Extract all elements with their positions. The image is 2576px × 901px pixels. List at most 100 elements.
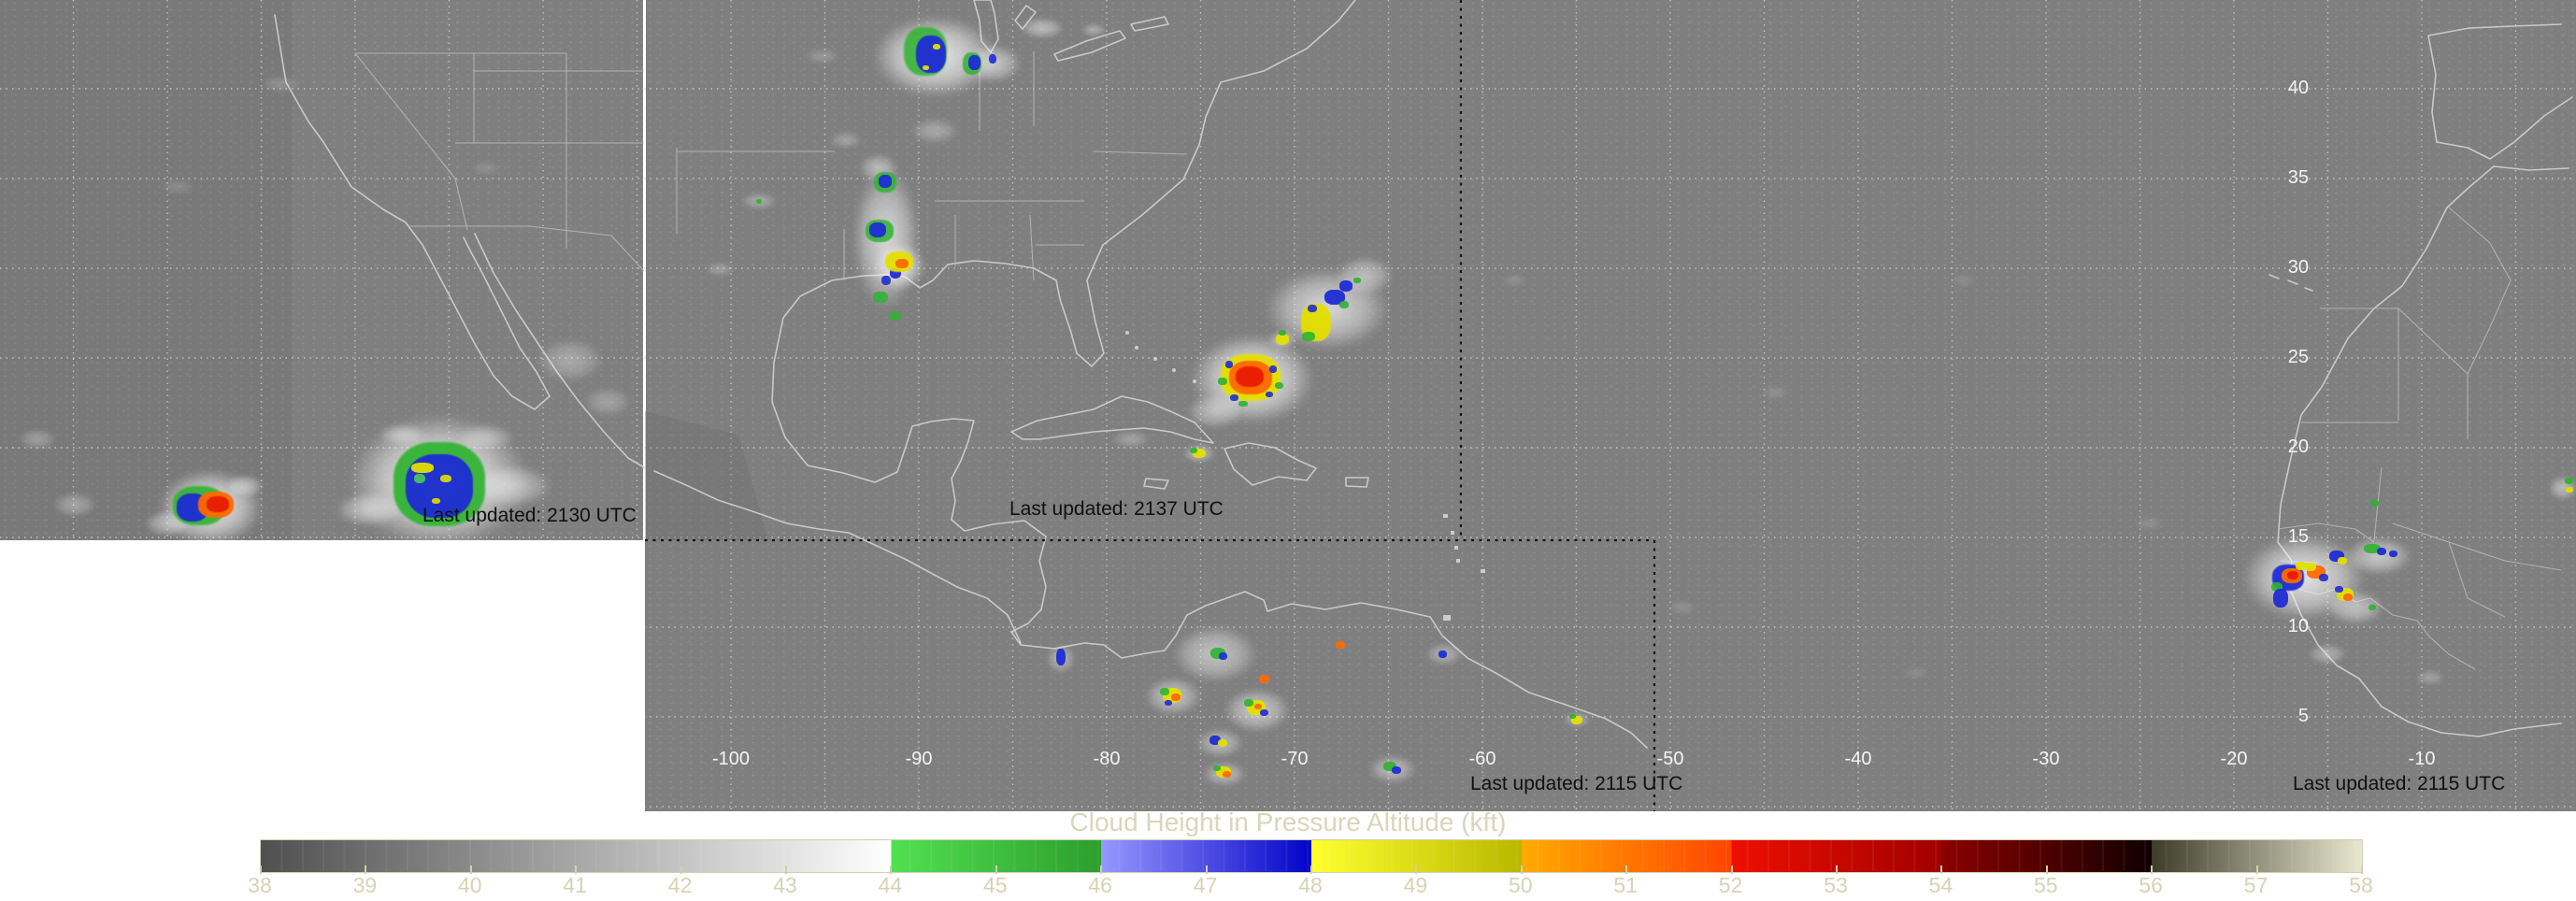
colorbar-tick-mark	[1836, 865, 1838, 874]
storm-cell	[873, 292, 888, 303]
cloud-blob	[1021, 18, 1064, 38]
colorbar-tick-label: 43	[773, 873, 797, 897]
cloud-blob	[458, 424, 514, 450]
longitude-label: -40	[1844, 749, 1872, 769]
colorbar-tick-label: 44	[878, 873, 903, 897]
colorbar-tick-mark	[2045, 865, 2048, 874]
cloud-blob	[1762, 386, 1790, 399]
longitude-label: -50	[1656, 749, 1684, 769]
storm-cell	[1279, 330, 1286, 336]
colorbar-tick-mark	[2151, 865, 2154, 874]
storm-cell	[2305, 562, 2316, 571]
colorbar-tick-mark	[1520, 865, 1523, 874]
storm-cell	[2369, 499, 2379, 507]
colorbar-tick-label: 46	[1088, 873, 1112, 897]
storm-cell	[1254, 704, 1262, 709]
storm-cell	[2296, 561, 2307, 570]
cloud-blob	[830, 132, 862, 149]
storm-cell	[1339, 280, 1352, 292]
latitude-label: 30	[2287, 257, 2309, 278]
longitude-label: -20	[2220, 749, 2248, 769]
colorbar-tick-label: 49	[1403, 873, 1428, 897]
storm-cell	[881, 276, 891, 285]
storm-cell	[1438, 651, 1447, 658]
sector-boundaries	[645, 0, 1656, 811]
last-updated-east-atlantic: Last updated: 2115 UTC	[2293, 773, 2506, 794]
storm-cell	[2566, 487, 2573, 493]
longitude-label: -60	[1468, 749, 1496, 769]
colorbar-tick-label: 42	[667, 873, 693, 897]
storm-cell	[2334, 585, 2343, 593]
storm-cell	[1171, 694, 1181, 701]
storm-cell	[1218, 378, 1227, 385]
latitude-label: 25	[2287, 347, 2309, 367]
colorbar-tick-label: 54	[1928, 873, 1953, 897]
storm-cell	[207, 495, 229, 512]
colorbar-tick-mark	[785, 865, 787, 874]
colorbar-tick-label: 56	[2139, 873, 2163, 897]
colorbar-tick-mark	[575, 865, 578, 874]
storm-cell	[2273, 589, 2288, 608]
storm-cell	[2287, 570, 2298, 579]
storm-cell	[1302, 332, 1315, 341]
storm-cell	[1353, 278, 1361, 283]
storm-cell	[2377, 548, 2386, 555]
colorbar-tick-mark	[365, 865, 367, 874]
storm-cell	[1274, 381, 1283, 389]
coastlines-left	[274, 14, 645, 468]
cloud-blob	[336, 493, 402, 526]
storm-cell	[1229, 393, 1238, 401]
colorbar-tick-label: 58	[2349, 873, 2373, 897]
storm-cell	[989, 54, 996, 64]
scan-wedge	[645, 411, 768, 540]
colorbar-tick-mark	[1100, 865, 1103, 874]
cloud-blob	[2136, 517, 2164, 530]
cloud-blob	[473, 465, 551, 507]
latitude-label: 5	[2297, 706, 2309, 726]
storm-cell	[1259, 708, 1268, 716]
storm-cell	[2343, 594, 2353, 601]
longitude-label: -70	[1281, 749, 1309, 769]
storm-cell	[1571, 715, 1582, 724]
colorbar-tick-label: 41	[563, 873, 587, 897]
storm-cell	[1225, 361, 1233, 368]
cloud-blob	[1668, 601, 1696, 614]
scan-edge-shade	[0, 0, 293, 540]
storm-cell	[922, 64, 929, 70]
longitude-label: -100	[711, 749, 751, 769]
storm-cell	[1165, 700, 1172, 706]
last-updated-pacific: Last updated: 2130 UTC	[422, 505, 637, 526]
storm-cell	[1308, 305, 1317, 312]
storm-cell	[916, 36, 946, 73]
panel-seam	[643, 0, 646, 540]
storm-cell	[1568, 713, 1576, 719]
cloud-blob	[2309, 644, 2346, 665]
colorbar-tick-label: 53	[1824, 873, 1848, 897]
storm-cell	[1238, 401, 1248, 407]
cloud-layer-pacific	[0, 0, 645, 540]
latitude-label: 35	[2287, 167, 2309, 188]
latitude-label: 20	[2287, 436, 2309, 457]
longitude-label: -30	[2032, 749, 2060, 769]
storm-cell	[2364, 544, 2381, 553]
storm-cell	[2338, 557, 2347, 565]
storm-cell	[756, 198, 762, 204]
longitude-label: -80	[1093, 749, 1121, 769]
colorbar: Cloud Height in Pressure Altitude (kft) …	[0, 808, 2576, 901]
cloud-blob	[1502, 275, 1526, 286]
map-overlay	[0, 0, 2576, 811]
storm-cell	[411, 462, 434, 473]
storm-cell	[1258, 674, 1269, 683]
colorbar-tick-label: 38	[248, 873, 272, 897]
storm-cell	[967, 55, 980, 70]
cloud-blob	[537, 338, 603, 381]
cloud-blob	[1951, 275, 1975, 286]
storm-cell	[1236, 366, 1264, 387]
colorbar-tick-mark	[680, 865, 682, 874]
storm-cell	[1222, 770, 1231, 778]
colorbar-tick-label: 45	[983, 873, 1008, 897]
cloud-blob	[161, 179, 194, 194]
storm-cell	[1339, 301, 1349, 308]
latitude-label: 40	[2287, 78, 2309, 98]
